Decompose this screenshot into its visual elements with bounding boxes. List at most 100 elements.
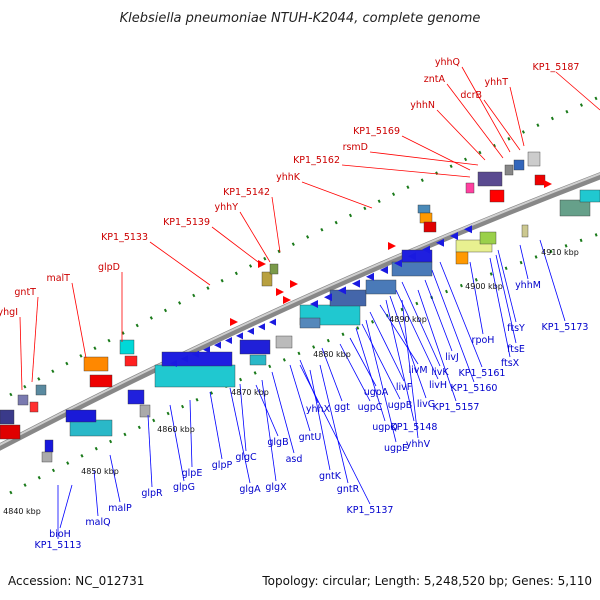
gene-label-top: zntA — [424, 74, 446, 85]
label-leader-line — [301, 181, 373, 209]
label-leader-line — [495, 254, 517, 344]
label-leader-line — [401, 135, 471, 171]
gene-arrow — [436, 238, 444, 247]
gene-block — [154, 364, 236, 388]
label-leader-line — [379, 304, 419, 365]
label-leader-line — [539, 239, 566, 322]
tick-dots — [9, 94, 600, 495]
gene-label-bottom: KP1_5173 — [542, 322, 589, 333]
gene-block — [119, 339, 135, 355]
gene-block — [127, 389, 145, 405]
gene-block — [69, 419, 113, 437]
gene-block — [423, 221, 437, 233]
gene-label-bottom: livF — [396, 382, 412, 393]
gene-arrow — [464, 225, 472, 234]
kbp-tick-label: 4910 kbp — [541, 248, 579, 257]
gene-block — [455, 251, 469, 265]
gene-label-top: KP1_5142 — [223, 187, 270, 198]
accession-text: Accession: NC_012731 — [8, 574, 144, 588]
gene-labels: yhgI gntT malT glpD KP1_5133 KP1_5139 yhhY KP1_… — [0, 57, 588, 551]
gene-label-top: KP1_5169 — [353, 126, 400, 137]
label-leader-line — [239, 383, 247, 452]
label-leader-line — [93, 469, 99, 517]
gene-label-bottom: livH — [429, 380, 447, 391]
label-leader-line — [309, 369, 331, 471]
gene-block — [513, 159, 525, 171]
gene-label-bottom: gntU — [299, 432, 322, 443]
gene-label-bottom: ggt — [334, 402, 350, 413]
label-leader-line — [489, 257, 511, 358]
label-leader-line — [431, 269, 475, 383]
genome-title: Klebsiella pneumoniae NTUH-K2044, comple… — [120, 11, 481, 26]
label-leader-line — [211, 226, 263, 266]
gene-arrow — [170, 360, 177, 367]
gene-label-bottom: yhhM — [515, 280, 541, 291]
gene-arrow — [225, 337, 232, 344]
label-leader-line — [385, 299, 415, 422]
gene-block — [269, 263, 279, 275]
gene-block — [521, 224, 529, 238]
label-leader-line — [229, 387, 251, 484]
gene-label-top: KP1_5139 — [163, 217, 210, 228]
label-leader-line — [59, 484, 73, 529]
gene-label-bottom: yhhV — [406, 439, 431, 450]
label-leader-line — [401, 299, 419, 439]
label-leader-line — [169, 404, 185, 482]
gene-label-top: yhhY — [215, 202, 239, 213]
gene-features — [0, 151, 600, 463]
gene-block — [139, 404, 151, 418]
gene-arrow — [247, 327, 254, 335]
gene-label-bottom: ugpE — [384, 443, 408, 454]
gene-arrow — [283, 296, 291, 304]
gene-block — [329, 289, 367, 307]
label-leader-line — [417, 289, 457, 402]
gene-label-bottom: glgX — [265, 482, 287, 493]
gene-label-top: yhgI — [0, 307, 18, 318]
gene-block — [534, 174, 546, 186]
gene-label-bottom: livG — [417, 399, 435, 410]
gene-block — [261, 271, 273, 287]
gene-block — [124, 355, 138, 367]
label-leader-line — [147, 414, 153, 488]
gene-label-bottom: KP1_5113 — [35, 540, 82, 551]
kbp-tick-label: 4900 kbp — [465, 282, 503, 291]
label-leader-line — [31, 296, 39, 383]
gene-block — [35, 384, 47, 396]
kbp-tick-label: 4890 kbp — [389, 315, 427, 324]
gene-block — [419, 212, 433, 224]
label-leader-line — [271, 196, 281, 253]
gene-arrow — [258, 323, 265, 331]
gene-arrow — [388, 242, 396, 250]
gene-label-bottom: glpR — [141, 488, 163, 499]
gene-block — [65, 409, 97, 423]
label-leader-line — [209, 391, 223, 460]
label-leader-line — [289, 364, 311, 432]
gene-label-bottom: glgC — [235, 452, 257, 463]
label-leader-line — [509, 86, 525, 147]
gene-block — [17, 394, 29, 406]
label-leader-line — [71, 282, 87, 359]
gene-arrow — [192, 350, 199, 358]
gene-arrow — [276, 288, 284, 296]
gene-label-bottom: bioH — [49, 529, 71, 540]
gene-label-bottom: gntK — [319, 471, 342, 482]
gene-block — [579, 189, 600, 203]
gene-arrow — [380, 266, 388, 274]
label-leader-line — [395, 289, 439, 380]
label-leader-line — [189, 399, 193, 468]
genome-info-text: Topology: circular; Length: 5,248,520 bp… — [261, 574, 592, 588]
label-leader-line — [261, 379, 277, 482]
gene-label-top: yhhK — [276, 172, 301, 183]
gene-block — [89, 374, 113, 388]
gene-label-bottom: malP — [108, 503, 132, 514]
gene-label-bottom: livJ — [445, 352, 459, 363]
gene-label-bottom: ugpA — [364, 387, 389, 398]
label-leader-line — [255, 384, 279, 437]
label-leader-line — [519, 244, 529, 280]
label-leader-line — [339, 343, 371, 402]
label-leader-line — [341, 164, 471, 178]
gene-label-top: yhhN — [410, 100, 435, 111]
label-leader-line — [555, 71, 600, 111]
label-leader-line — [109, 454, 121, 503]
gene-block — [559, 199, 591, 217]
